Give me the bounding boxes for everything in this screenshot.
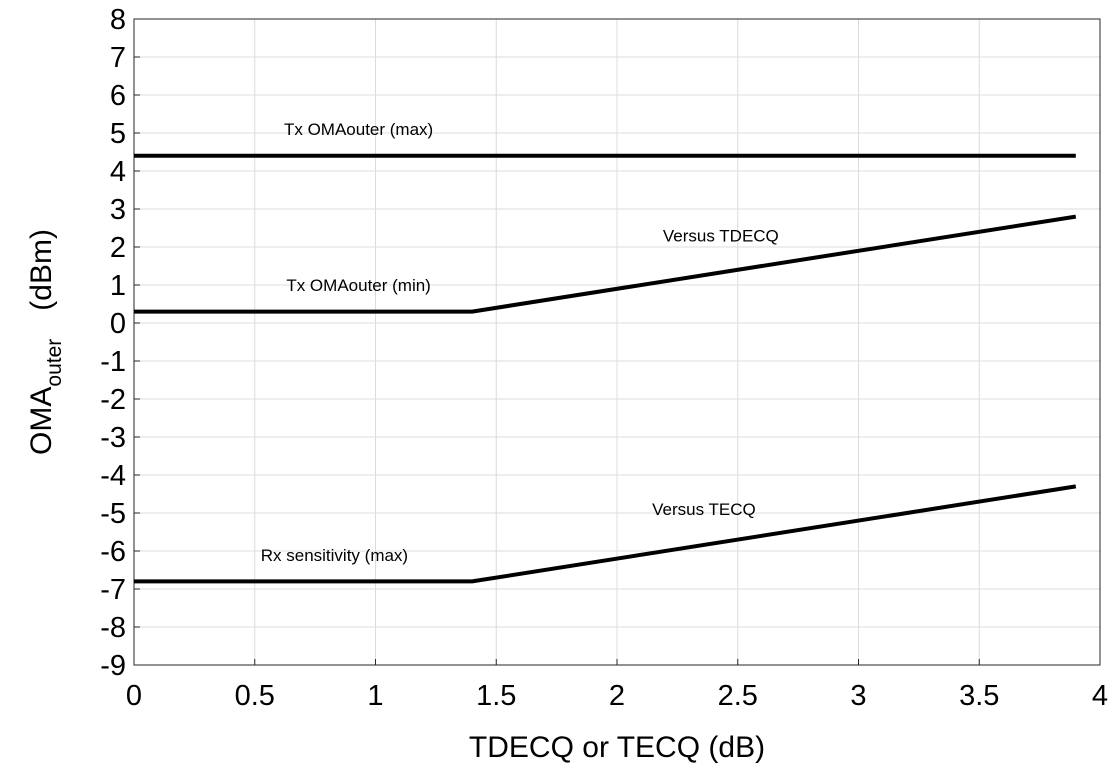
annotation-label: Versus TDECQ bbox=[663, 227, 779, 246]
annotation-label: Versus TECQ bbox=[652, 500, 756, 519]
y-axis-title-main: OMA bbox=[25, 387, 58, 455]
x-tick-label: 1.5 bbox=[476, 680, 516, 712]
x-tick-label: 2 bbox=[609, 680, 625, 712]
y-axis-title-unit: (dBm) bbox=[25, 229, 58, 311]
y-tick-label: -4 bbox=[100, 460, 126, 492]
y-axis-title-subscript: outer bbox=[43, 339, 66, 387]
x-tick-label: 3 bbox=[850, 680, 866, 712]
y-tick-label: 7 bbox=[110, 42, 126, 74]
y-tick-label: -5 bbox=[100, 498, 126, 530]
y-tick-label: -1 bbox=[100, 346, 126, 378]
y-tick-label: 0 bbox=[110, 308, 126, 340]
y-tick-label: -3 bbox=[100, 422, 126, 454]
y-axis-title: OMAouter (dBm) bbox=[25, 229, 66, 455]
annotations: Tx OMAouter (max) Tx OMAouter (min) Versus… bbox=[261, 120, 779, 565]
annotation-label: Tx OMAouter (min) bbox=[286, 276, 431, 295]
x-tick-label: 1 bbox=[367, 680, 383, 712]
y-tick-label: 2 bbox=[110, 232, 126, 264]
series-line-rx-sensitivity bbox=[134, 486, 1076, 581]
x-tick-label: 0.5 bbox=[235, 680, 275, 712]
y-tick-label: -8 bbox=[100, 612, 126, 644]
y-tick-label: 5 bbox=[110, 118, 126, 150]
y-tick-label: 3 bbox=[110, 194, 126, 226]
annotation-label: Tx OMAouter (max) bbox=[284, 120, 433, 139]
x-tick-label: 4 bbox=[1092, 680, 1108, 712]
y-tick-label: -2 bbox=[100, 384, 126, 416]
series-line-tx-oma-min bbox=[134, 217, 1076, 312]
y-tick-label: -7 bbox=[100, 574, 126, 606]
x-tick-label: 2.5 bbox=[718, 680, 758, 712]
x-axis-ticks: 0 0.5 1 1.5 2 2.5 3 3.5 4 bbox=[126, 659, 1108, 712]
y-tick-label: 1 bbox=[110, 270, 126, 302]
series-layer bbox=[134, 156, 1076, 582]
grid bbox=[134, 19, 1100, 665]
x-tick-label: 0 bbox=[126, 680, 142, 712]
svg-text:OMAouter(dBm): OMAouter (dBm) bbox=[25, 229, 66, 455]
y-tick-label: 8 bbox=[110, 4, 126, 36]
y-tick-label: 6 bbox=[110, 80, 126, 112]
y-tick-label: -6 bbox=[100, 536, 126, 568]
y-tick-label: 4 bbox=[110, 156, 126, 188]
x-tick-label: 3.5 bbox=[959, 680, 999, 712]
annotation-label: Rx sensitivity (max) bbox=[261, 546, 408, 565]
x-axis-title: TDECQ or TECQ (dB) bbox=[469, 731, 765, 764]
y-tick-label: -9 bbox=[100, 650, 126, 682]
